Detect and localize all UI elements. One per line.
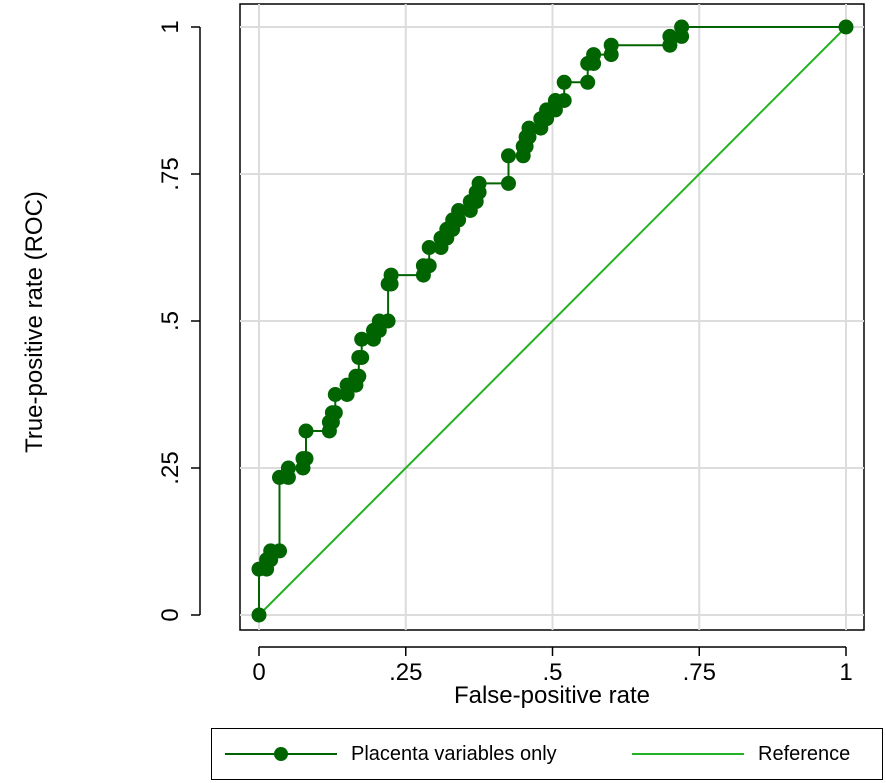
roc-point [383, 267, 399, 283]
y-tick-label: .25 [157, 451, 184, 484]
y-tick-label: .75 [157, 157, 184, 190]
x-tick-label: .75 [683, 659, 716, 686]
roc-point [838, 19, 854, 35]
roc-point [298, 423, 314, 439]
x-tick-label: .25 [389, 659, 422, 686]
roc-point [327, 387, 343, 402]
roc-point [580, 74, 596, 90]
roc-point [380, 313, 396, 329]
grid-lines [240, 4, 864, 630]
roc-point [298, 451, 314, 467]
roc-point [662, 28, 678, 44]
roc-point [556, 74, 572, 90]
roc-point [674, 19, 690, 35]
roc-point [521, 120, 537, 136]
legend-label-reference: Reference [758, 742, 851, 765]
roc-point [556, 93, 572, 108]
legend-entry-placenta: Placenta variables only [225, 729, 557, 779]
roc-point [327, 405, 343, 421]
y-tick-label: 0 [157, 608, 184, 621]
roc-point [421, 240, 437, 255]
y-tick-label: .5 [157, 311, 184, 331]
y-tick-label: 1 [157, 20, 184, 33]
roc-point [272, 543, 287, 559]
roc-point [251, 607, 267, 623]
roc-point [603, 37, 619, 53]
roc-point [280, 460, 296, 476]
series-layer [251, 19, 854, 623]
y-axis-label: True-positive rate (ROC) [21, 191, 48, 453]
roc-point [471, 175, 487, 191]
roc-point [351, 368, 367, 384]
legend: Placenta variables only Reference [211, 728, 883, 780]
roc-point [451, 203, 467, 218]
y-axis: 0 .25 .5 .75 1 [157, 20, 201, 622]
x-axis: 0 .25 .5 .75 1 [252, 646, 853, 686]
legend-swatch-reference-icon [632, 744, 744, 764]
legend-swatch-placenta-icon [225, 744, 337, 764]
x-tick-label: 1 [839, 659, 852, 686]
legend-label-placenta: Placenta variables only [351, 742, 557, 765]
roc-point [354, 331, 370, 347]
roc-point [501, 148, 516, 164]
roc-curve-markers [251, 19, 854, 623]
x-axis-label: False-positive rate [454, 682, 650, 709]
roc-point [421, 258, 437, 274]
roc-point [501, 175, 516, 191]
roc-point [354, 350, 370, 365]
legend-entry-reference: Reference [632, 729, 850, 779]
roc-point [586, 47, 602, 63]
x-tick-label: .5 [542, 659, 562, 686]
x-tick-label: 0 [252, 659, 265, 686]
reference-line [258, 26, 847, 616]
